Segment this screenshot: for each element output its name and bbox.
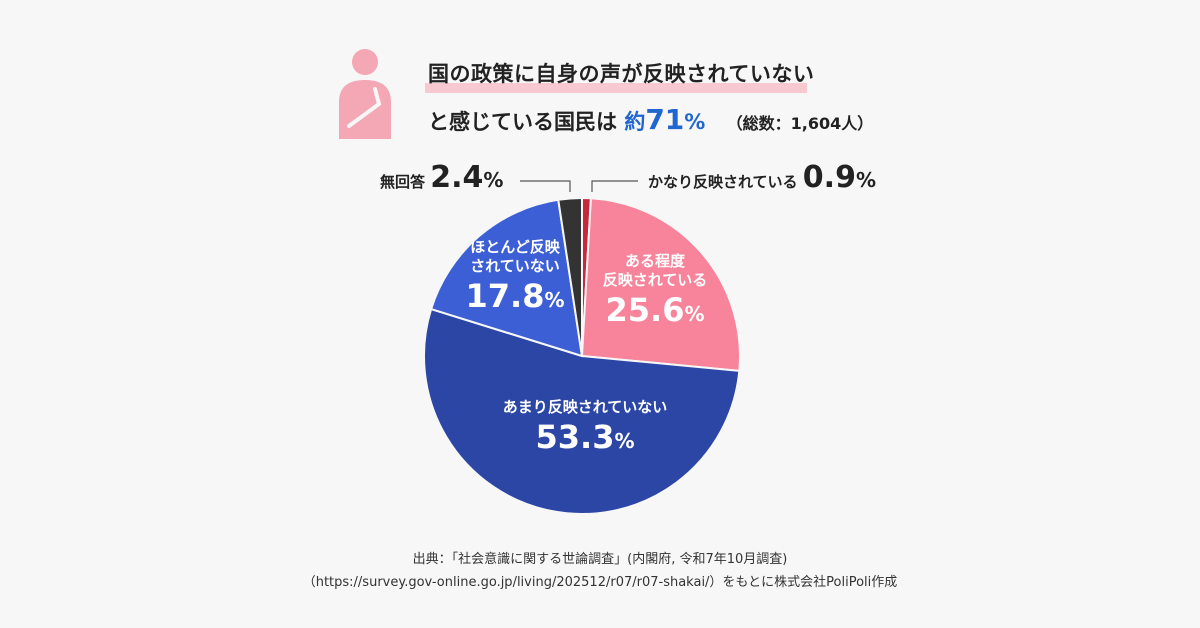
pie-slice-3 [429,198,584,358]
label-somewhat-reflected: ある程度 反映されている 25.6% [590,252,720,330]
label-text: されていない [470,256,560,275]
total-count: （総数：1,604人） [726,114,874,133]
label-text: かなり反映されている [648,173,798,191]
label-unit: % [544,287,565,312]
label-text: 無回答 [380,173,426,191]
label-value: 2.4 [430,160,484,195]
leader-line-no-answer [520,180,571,192]
label-value: 17.8 [465,276,545,315]
headline-unit: % [684,110,706,134]
leader-line-very-reflected [591,180,638,192]
label-text: ある程度 [624,252,685,270]
source-line1: 出典：「社会意識に関する世論調査」(内閣府, 令和7年10月調査) [412,552,788,567]
label-hardly-reflected: ほとんど反映 されていない 17.8% [450,238,580,316]
pie-slice-1 [580,197,741,372]
label-value: 25.6 [605,290,685,329]
title-line1: 国の政策に自身の声が反映されていない [428,62,815,86]
source-line2: （https://survey.gov-online.go.jp/living/… [302,575,898,590]
label-no-answer: 無回答 2.4% [380,160,503,195]
headline-number: 71 [645,103,685,136]
label-value: 53.3 [535,417,615,456]
label-value: 0.9 [802,160,856,195]
title-highlight [425,83,807,93]
label-text: あまり反映されていない [502,398,668,416]
title-line2: と感じている国民は 約71% （総数：1,604人） [428,103,873,136]
label-unit: % [855,168,876,192]
pie-slice-2 [423,307,741,515]
label-text: ほとんど反映 [470,238,560,256]
title-prefix: と感じている国民は [428,110,617,134]
thinking-person-icon [339,49,391,139]
label-text: 反映されている [602,270,708,289]
label-very-reflected: かなり反映されている 0.9% [648,160,876,195]
pie-slice-4 [557,196,583,357]
about-text: 約 [624,110,646,134]
label-unit: % [614,428,635,453]
label-unit: % [483,168,504,192]
label-not-much-reflected: あまり反映されていない 53.3% [470,398,700,457]
headline-value: 約71% [624,103,706,136]
label-unit: % [684,301,705,326]
